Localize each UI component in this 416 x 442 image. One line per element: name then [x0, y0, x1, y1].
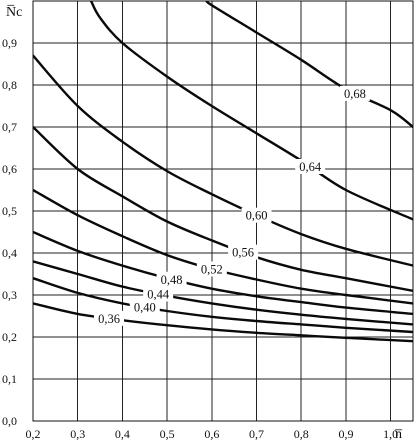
- x-tick-label: 0,5: [160, 427, 175, 441]
- curve-label-bg: [143, 286, 174, 302]
- curve-0-60: [33, 54, 413, 267]
- y-axis-title: N̅c: [6, 5, 22, 20]
- plot-frame: [32, 0, 414, 422]
- x-tick-label: 0,2: [26, 427, 41, 441]
- x-axis-title: n̅: [395, 427, 403, 442]
- x-tick-label: 0,9: [338, 427, 353, 441]
- x-tick-label: 1,0: [383, 427, 398, 441]
- curve-label-bg: [295, 158, 326, 174]
- y-tick-label: 0,4: [2, 246, 17, 260]
- curve-label-bg: [228, 244, 259, 260]
- y-tick-label: 0,2: [2, 330, 17, 344]
- curve-label-bg: [94, 310, 124, 326]
- curve-label: 0,48: [161, 273, 183, 287]
- curve-0-64: [89, 1, 413, 221]
- curve-0-48: [33, 230, 413, 316]
- curve-label-bg: [196, 261, 227, 277]
- x-tick-label: 0,8: [294, 427, 309, 441]
- curve-0-56: [33, 125, 413, 292]
- curve-0-44: [33, 260, 413, 326]
- curve-label-bg: [129, 299, 160, 315]
- y-tick-label: 0,6: [2, 162, 17, 176]
- curve-label-bg: [156, 271, 187, 287]
- y-tick-label: 0,1: [2, 372, 17, 386]
- curve-labels: 0,36 0,400,440,48 0,52 0,56 0,60 0,64 0,68: [94, 85, 370, 326]
- grid: [33, 1, 414, 421]
- y-tick-label: 0,8: [2, 78, 17, 92]
- curve-0-68: [205, 1, 413, 129]
- curve-0-36: [33, 302, 413, 343]
- y-tick-label: 0,9: [2, 36, 17, 50]
- curve-0-40: [33, 277, 413, 334]
- curve-label: 0,36: [98, 312, 120, 326]
- y-tick-label: 0,7: [2, 120, 17, 134]
- x-tick-label: 0,4: [115, 427, 130, 441]
- x-tick-label: 0,6: [204, 427, 219, 441]
- curve-label: 0,44: [147, 287, 170, 301]
- y-tick-label: 0,0: [2, 414, 17, 428]
- curve-0-52: [33, 188, 413, 305]
- curve-label: 0,52: [201, 262, 223, 276]
- x-tick-label: 0,3: [70, 427, 85, 441]
- curve-label: 0,56: [232, 246, 254, 260]
- curve-label-bg: [339, 85, 370, 101]
- curve-label: 0,64: [299, 160, 322, 174]
- curve-label: 0,40: [134, 301, 156, 315]
- x-tick-label: 0,7: [249, 427, 264, 441]
- y-tick-label: 0,3: [2, 288, 17, 302]
- curve-label-bg: [241, 207, 272, 223]
- curve-label: 0,60: [246, 209, 268, 223]
- tick-labels: 0,2 0,3 0,4 0,5 0,6 0,7 0,8 0,9 1,0 0,0 0,1 0,2 0,3 0…: [2, 36, 398, 441]
- curves: [33, 1, 413, 343]
- curve-label: 0,68: [344, 87, 366, 101]
- y-tick-label: 0,5: [2, 204, 17, 218]
